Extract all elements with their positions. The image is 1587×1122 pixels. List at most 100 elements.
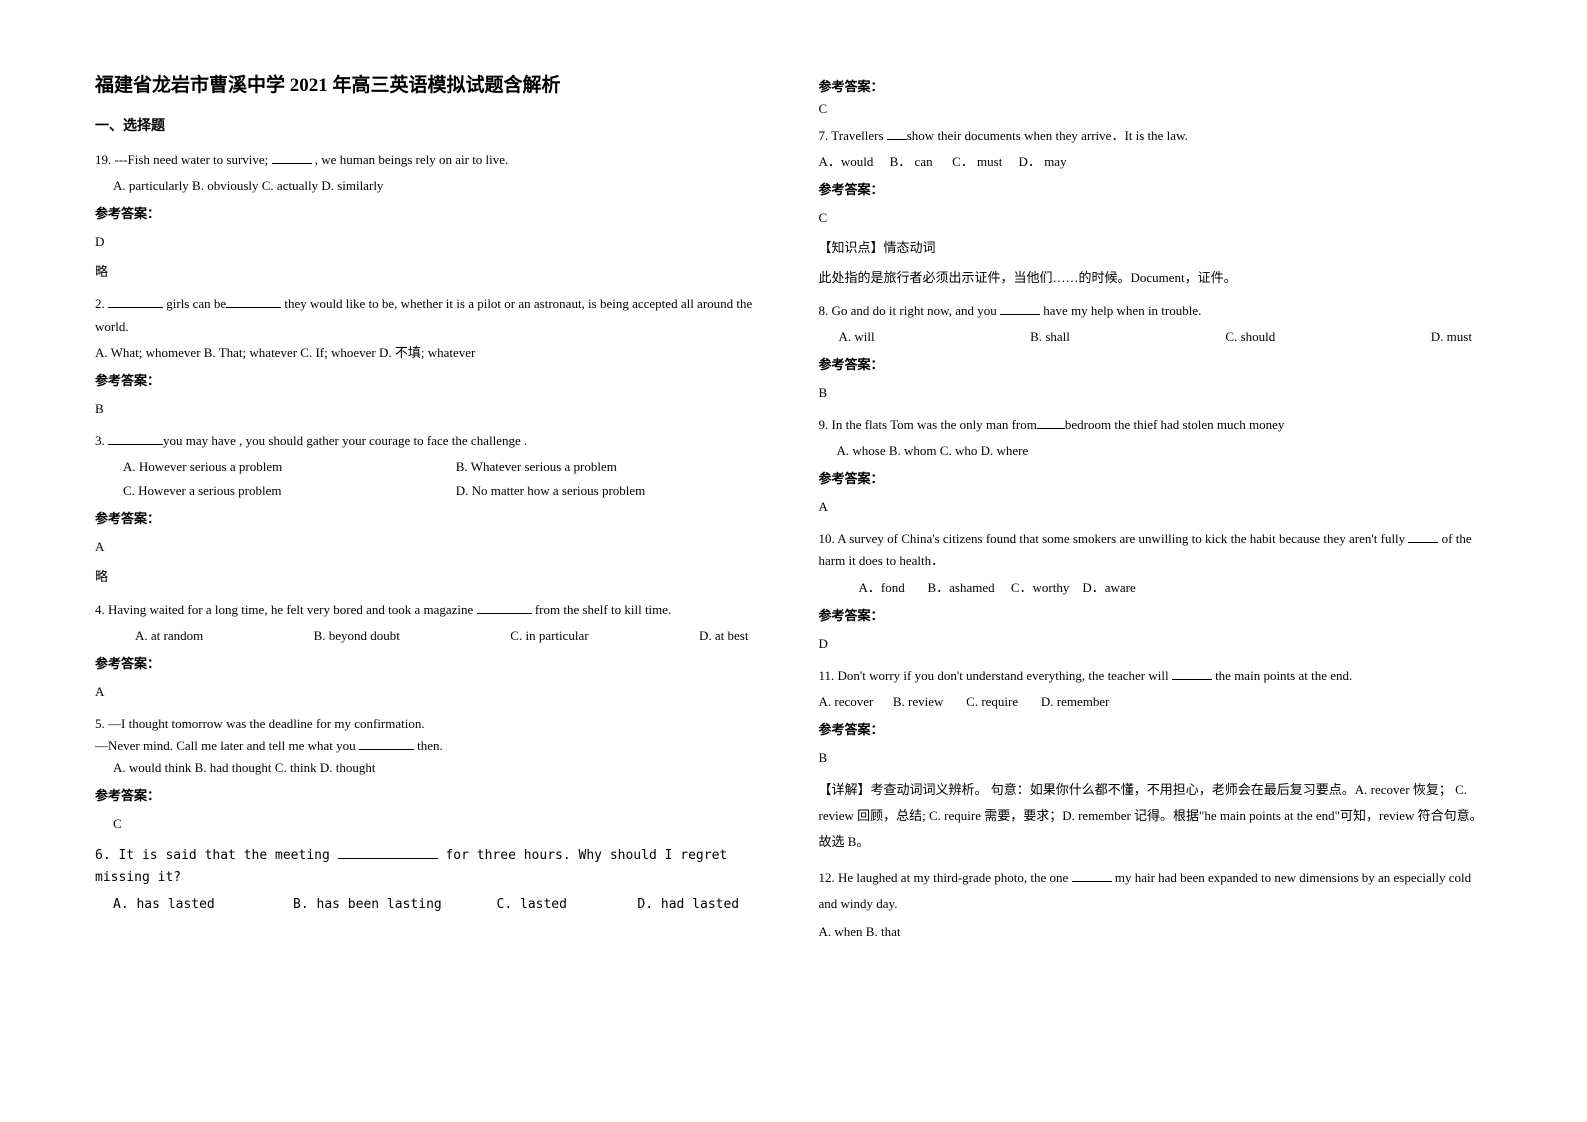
blank xyxy=(108,432,163,445)
question-text: 19. ---Fish need water to survive; , we … xyxy=(95,149,769,171)
options: A. has lasted B. has been lasting C. las… xyxy=(95,894,769,916)
answer-label: 参考答案： xyxy=(95,203,769,225)
question-4: 4. Having waited for a long time, he fel… xyxy=(95,599,769,703)
answer-note2: 此处指的是旅行者必须出示证件，当他们……的时候。Document，证件。 xyxy=(819,267,1493,289)
question-text-b: the main points at the end. xyxy=(1212,668,1352,683)
question-10: 10. A survey of China's citizens found t… xyxy=(819,528,1493,654)
blank xyxy=(477,601,532,614)
blank xyxy=(108,295,163,308)
question-text-a: 3. xyxy=(95,433,108,448)
option-b: B. Whatever serious a problem xyxy=(456,456,769,478)
question-text: 11. Don't worry if you don't understand … xyxy=(819,665,1493,687)
answer-value: B xyxy=(819,382,1493,404)
question-text-a: —Never mind. Call me later and tell me w… xyxy=(95,738,359,753)
page-container: 福建省龙岩市曹溪中学 2021 年高三英语模拟试题含解析 一、选择题 19. -… xyxy=(95,70,1492,953)
question-8: 8. Go and do it right now, and you have … xyxy=(819,300,1493,404)
answer-label: 参考答案： xyxy=(95,508,769,530)
answer-note1: 【知识点】情态动词 xyxy=(819,237,1493,259)
options: A. What; whomever B. That; whatever C. I… xyxy=(95,342,769,364)
options: A. would think B. had thought C. think D… xyxy=(95,757,769,779)
answer-label: 参考答案： xyxy=(819,605,1493,627)
document-title: 福建省龙岩市曹溪中学 2021 年高三英语模拟试题含解析 xyxy=(95,70,769,97)
question-text: 3. you may have , you should gather your… xyxy=(95,430,769,452)
answer-value: B xyxy=(95,398,769,420)
answer-value: D xyxy=(819,633,1493,655)
answer-label: 参考答案： xyxy=(819,468,1493,490)
left-column: 福建省龙岩市曹溪中学 2021 年高三英语模拟试题含解析 一、选择题 19. -… xyxy=(95,70,769,953)
blank xyxy=(226,295,281,308)
question-text-b: have my help when in trouble. xyxy=(1040,303,1201,318)
option-a: A. will xyxy=(839,326,875,348)
question-text-b: then. xyxy=(414,738,443,753)
answer-label: 参考答案： xyxy=(95,785,769,807)
blank xyxy=(359,737,414,750)
options: A. will B. shall C. should D. must xyxy=(819,326,1493,348)
question-9: 9. In the flats Tom was the only man fro… xyxy=(819,414,1493,518)
answer-value: A xyxy=(819,496,1493,518)
blank xyxy=(1408,530,1438,543)
options: A．fond B．ashamed C．worthy D．aware xyxy=(819,577,1493,599)
question-text-a: 7. Travellers xyxy=(819,128,887,143)
answer-label: 参考答案： xyxy=(95,370,769,392)
question-text-a: 12. He laughed at my third-grade photo, … xyxy=(819,870,1072,885)
option-a: A. However serious a problem xyxy=(123,456,436,478)
question-text: 2. girls can be they would like to be, w… xyxy=(95,293,769,337)
blank xyxy=(1000,302,1040,315)
blank xyxy=(1072,869,1112,882)
question-11: 11. Don't worry if you don't understand … xyxy=(819,665,1493,855)
option-c: C. should xyxy=(1225,326,1275,348)
question-text-a: 19. ---Fish need water to survive; xyxy=(95,152,272,167)
question-text-b: , we human beings rely on air to live. xyxy=(312,152,509,167)
question-text-b: bedroom the thief had stolen much money xyxy=(1065,417,1285,432)
answer-value: C xyxy=(819,101,1493,117)
question-text: 4. Having waited for a long time, he fel… xyxy=(95,599,769,621)
answer-label: 参考答案： xyxy=(819,76,1493,95)
blank xyxy=(1172,667,1212,680)
question-text-a: 11. Don't worry if you don't understand … xyxy=(819,668,1172,683)
option-c: C. However a serious problem xyxy=(123,480,436,502)
answer-label: 参考答案： xyxy=(819,354,1493,376)
option-d: D. at best xyxy=(699,625,748,647)
option-b: B. beyond doubt xyxy=(314,625,400,647)
option-c: C. in particular xyxy=(510,625,588,647)
question-text: 7. Travellers show their documents when … xyxy=(819,125,1493,147)
question-12: 12. He laughed at my third-grade photo, … xyxy=(819,865,1493,943)
blank xyxy=(1037,416,1065,429)
options: A. at random B. beyond doubt C. in parti… xyxy=(95,625,769,647)
answer-value: A xyxy=(95,536,769,558)
question-text-a: 9. In the flats Tom was the only man fro… xyxy=(819,417,1037,432)
question-text-b: girls can be xyxy=(163,296,226,311)
question-text-b: from the shelf to kill time. xyxy=(532,602,672,617)
blank xyxy=(272,151,312,164)
right-column: 参考答案： C 7. Travellers show their documen… xyxy=(819,70,1493,953)
question-text: 9. In the flats Tom was the only man fro… xyxy=(819,414,1493,436)
question-6: 6. It is said that the meeting for three… xyxy=(95,845,769,915)
answer-value: D xyxy=(95,231,769,253)
options: A. recover B. review C. require D. remem… xyxy=(819,691,1493,713)
answer-value: C xyxy=(819,207,1493,229)
question-text-a: 6. It is said that the meeting xyxy=(95,848,338,863)
options: A．would B． can C． must D． may xyxy=(819,151,1493,173)
answer-note: 略 xyxy=(95,566,769,588)
question-1: 19. ---Fish need water to survive; , we … xyxy=(95,149,769,283)
options: A. However serious a problem B. Whatever… xyxy=(95,456,769,502)
question-text-b: you may have , you should gather your co… xyxy=(163,433,527,448)
question-text: 12. He laughed at my third-grade photo, … xyxy=(819,865,1493,917)
options: A. when B. that xyxy=(819,921,1493,943)
answer-note: 略 xyxy=(95,261,769,283)
option-a: A. at random xyxy=(135,625,203,647)
question-text: 8. Go and do it right now, and you have … xyxy=(819,300,1493,322)
question-text-b: show their documents when they arrive．It… xyxy=(907,128,1188,143)
question-text-line1: 5. —I thought tomorrow was the deadline … xyxy=(95,713,769,735)
blank xyxy=(887,127,907,140)
section-header: 一、选择题 xyxy=(95,115,769,135)
answer-value: B xyxy=(819,747,1493,769)
answer-label: 参考答案： xyxy=(819,179,1493,201)
question-text: 10. A survey of China's citizens found t… xyxy=(819,528,1493,572)
question-text-a: 2. xyxy=(95,296,108,311)
question-text-line2: —Never mind. Call me later and tell me w… xyxy=(95,735,769,757)
option-d: D. No matter how a serious problem xyxy=(456,480,769,502)
question-5: 5. —I thought tomorrow was the deadline … xyxy=(95,713,769,835)
question-text-a: 8. Go and do it right now, and you xyxy=(819,303,1001,318)
question-text-a: 10. A survey of China's citizens found t… xyxy=(819,531,1409,546)
